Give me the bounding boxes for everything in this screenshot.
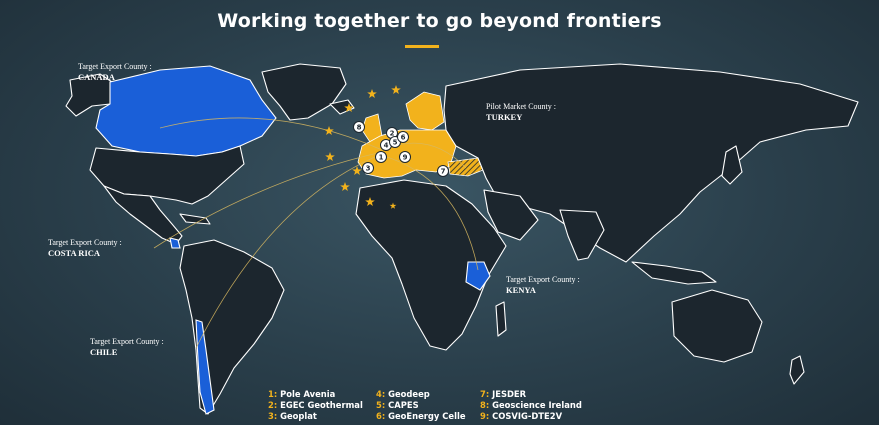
legend-item: 9: COSVIG-DTE2V (480, 411, 563, 421)
svg-text:3: 3 (366, 165, 371, 173)
star (324, 126, 334, 135)
marker-9[interactable]: 9 (399, 151, 411, 163)
japan (721, 145, 743, 185)
arabia (483, 189, 539, 241)
star (340, 182, 350, 191)
callout-canada: Target Export County : CANADA (78, 62, 152, 82)
south-america (179, 239, 285, 415)
chile (195, 319, 215, 415)
alaska (65, 73, 113, 117)
kenya (465, 261, 491, 291)
star (344, 103, 354, 112)
title-underline (405, 45, 439, 48)
arc-canada (159, 117, 383, 151)
arc-chile (195, 153, 383, 349)
svg-text:7: 7 (441, 168, 446, 176)
callout-chile: Target Export County : CHILE (90, 337, 164, 357)
partner-legend: 1: Pole Avenia 2: EGEC Geothermal 3: Geo… (268, 389, 610, 422)
star (391, 85, 401, 94)
svg-text:8: 8 (357, 124, 362, 132)
marker-6[interactable]: 6 (397, 131, 409, 143)
callout-country: TURKEY (486, 112, 523, 122)
svg-text:4: 4 (384, 142, 389, 150)
star (367, 89, 377, 98)
legend-item: 4: Geodeep (376, 389, 430, 399)
star (352, 166, 362, 175)
greenland (261, 63, 347, 121)
star (365, 197, 375, 206)
legend-item: 8: Geoscience Ireland (480, 400, 582, 410)
scandinavia (405, 91, 445, 131)
marker-1[interactable]: 1 (375, 151, 387, 163)
legend-item: 2: EGEC Geothermal (268, 400, 363, 410)
callout-caption: Target Export County : (78, 62, 152, 71)
callout-caption: Target Export County : (48, 238, 122, 247)
marker-2[interactable]: 2 (386, 127, 398, 139)
africa (355, 179, 507, 351)
mexico (103, 185, 183, 245)
svg-text:6: 6 (401, 134, 406, 142)
new-zealand (789, 355, 805, 385)
callout-caption: Pilot Market County : (486, 102, 556, 111)
marker-8[interactable]: 8 (353, 121, 365, 133)
svg-text:9: 9 (403, 154, 408, 162)
indonesia (631, 261, 717, 285)
cuba (179, 213, 211, 225)
legend-item: 3: Geoplat (268, 411, 317, 421)
callout-caption: Target Export County : (90, 337, 164, 346)
turkey (447, 157, 489, 177)
svg-text:1: 1 (379, 154, 384, 162)
russia-asia (443, 63, 859, 263)
star (389, 202, 397, 209)
legend-item: 1: Pole Avenia (268, 389, 336, 399)
page-title: Working together to go beyond frontiers (217, 10, 662, 32)
madagascar (495, 301, 507, 337)
india (559, 209, 605, 261)
legend-item: 5: CAPES (376, 400, 419, 410)
marker-3[interactable]: 3 (362, 162, 374, 174)
callout-turkey: Pilot Market County : TURKEY (486, 102, 556, 122)
arc-kenya (383, 155, 479, 271)
svg-text:2: 2 (390, 130, 395, 138)
callout-country: CHILE (90, 347, 118, 357)
australia (671, 289, 763, 363)
legend-item: 7: JESDER (480, 389, 527, 399)
callout-country: KENYA (506, 285, 536, 295)
callout-country: CANADA (78, 72, 115, 82)
marker-7[interactable]: 7 (437, 165, 449, 177)
callout-costa-rica: Target Export County : COSTA RICA (48, 238, 122, 258)
arc-costa-rica (153, 151, 383, 249)
callout-caption: Target Export County : (506, 275, 580, 284)
legend-item: 6: GeoEnergy Celle (376, 411, 466, 421)
costa-rica (169, 237, 181, 249)
star (325, 152, 335, 161)
svg-text:5: 5 (393, 139, 398, 147)
callout-country: COSTA RICA (48, 248, 101, 258)
callout-kenya: Target Export County : KENYA (506, 275, 580, 295)
